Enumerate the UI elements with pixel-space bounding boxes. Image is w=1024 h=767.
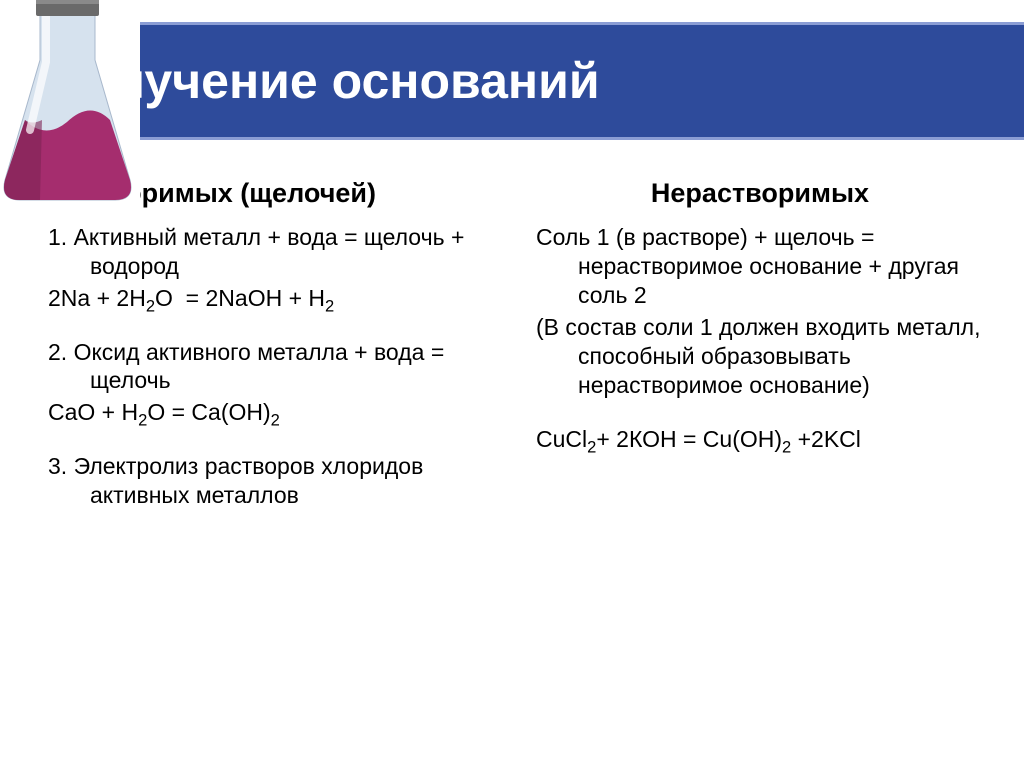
right-block-1-line-1: Соль 1 (в растворе) + щелочь = нераствор… xyxy=(536,223,984,309)
left-block-1-line-1: 1. Активный металл + вода = щелочь + вод… xyxy=(48,223,496,281)
content-area: Растворимых (щелочей) 1. Активный металл… xyxy=(0,168,1024,767)
slide: Получение оснований Растворимых (щелочей… xyxy=(0,0,1024,767)
title-bar: Получение оснований xyxy=(0,22,1024,140)
left-block-2-line-1: 2. Оксид активного металла + вода = щело… xyxy=(48,338,496,396)
left-column: Растворимых (щелочей) 1. Активный металл… xyxy=(48,178,516,747)
left-block-1-formula: 2Na + 2H2O = 2NaOH + H2 xyxy=(48,285,496,312)
left-block-2-formula: CaO + H2O = Ca(OH)2 xyxy=(48,399,496,426)
flask-image xyxy=(0,0,140,210)
left-block-3-line-1: 3. Электролиз растворов хлоридов активны… xyxy=(48,452,496,510)
right-block-1-line-2: (В состав соли 1 должен входить металл, … xyxy=(536,313,984,399)
right-column-heading: Нерастворимых xyxy=(536,178,984,209)
right-block-2-formula: CuCl2+ 2КОН = Cu(OH)2 +2KCl xyxy=(536,426,984,453)
right-column: Нерастворимых Соль 1 (в растворе) + щело… xyxy=(516,178,994,747)
